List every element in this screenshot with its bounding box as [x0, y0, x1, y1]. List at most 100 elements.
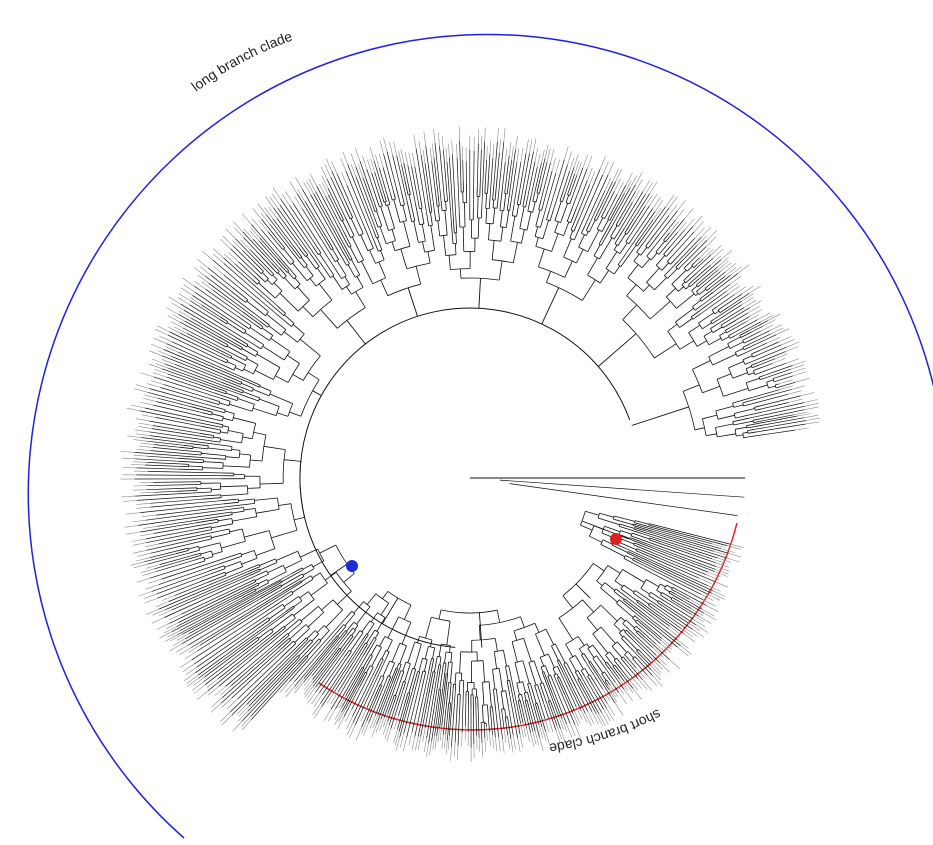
- tree-branch: [434, 656, 438, 672]
- tree-branch: [297, 551, 303, 561]
- tree-tip: [294, 196, 303, 209]
- tree-branch: [360, 633, 368, 644]
- tree-branch: [389, 193, 393, 201]
- tree-branch: [321, 656, 349, 695]
- tree-branch: [516, 683, 520, 695]
- tree-tip: [130, 464, 146, 466]
- tree-branch: [641, 533, 718, 559]
- tree-branch: [380, 672, 399, 720]
- tree-branch: [419, 207, 423, 209]
- tree-tip: [737, 264, 750, 274]
- tree-tip: [587, 711, 595, 724]
- tree-branch: [417, 636, 420, 644]
- tree-branch: [259, 398, 280, 407]
- tree-branch: [712, 326, 723, 333]
- tree-branch: [162, 355, 233, 384]
- tree-tip: [145, 584, 159, 590]
- tree-tip: [136, 506, 151, 509]
- tree-branch: [666, 288, 676, 298]
- tree-branch: [307, 372, 320, 381]
- tree-branch: [682, 600, 704, 614]
- tree-tip: [532, 730, 537, 745]
- tree-branch: [702, 414, 718, 420]
- tree-branch: [259, 558, 276, 566]
- tree-branch: [542, 671, 545, 673]
- tree-branch: [627, 666, 639, 680]
- tree-branch: [733, 404, 744, 408]
- tree-branch: [647, 206, 666, 233]
- tree-branch: [538, 209, 542, 211]
- tree-branch: [147, 552, 189, 565]
- tree-branch: [300, 580, 303, 583]
- tree-branch: [600, 604, 618, 622]
- tree-branch: [635, 237, 641, 245]
- tree-branch: [575, 583, 591, 599]
- tree-tip: [692, 618, 706, 627]
- tree-branch: [562, 595, 574, 609]
- tree-tip: [574, 710, 581, 724]
- tree-branch: [331, 171, 346, 202]
- tree-branch: [655, 240, 666, 253]
- tree-branch: [336, 173, 358, 221]
- tree-tip: [260, 213, 271, 225]
- tree-branch: [446, 682, 450, 705]
- tree-branch: [746, 430, 749, 434]
- tree-branch: [361, 261, 374, 284]
- tree-branch: [633, 253, 640, 262]
- tree-branch: [411, 220, 415, 222]
- tree-branch: [654, 277, 667, 291]
- tree-branch: [604, 671, 611, 681]
- tree-branch: [624, 219, 634, 234]
- tree-branch: [562, 170, 570, 192]
- tree-branch: [553, 674, 556, 679]
- tree-branch: [618, 525, 643, 534]
- tree-branch: [318, 260, 331, 278]
- tree-branch: [499, 479, 745, 498]
- tree-branch: [612, 666, 620, 675]
- tree-branch: [534, 163, 542, 193]
- tree-tip: [573, 154, 579, 168]
- tree-branch: [485, 208, 488, 224]
- tree-branch: [675, 259, 684, 268]
- tree-branch: [221, 416, 224, 422]
- tree-branch: [228, 401, 231, 406]
- tree-branch: [577, 636, 585, 646]
- tree-tip: [139, 401, 154, 406]
- tree-branch: [203, 461, 224, 464]
- tree-branch: [345, 208, 351, 219]
- tree-branch: [699, 291, 710, 300]
- tree-branch: [225, 375, 242, 383]
- tree-tip: [141, 414, 156, 418]
- tree-branch: [623, 558, 636, 565]
- tree-tip: [508, 141, 512, 156]
- tree-branch: [506, 183, 509, 194]
- tree-branch: [632, 208, 654, 238]
- tree-tip: [167, 630, 181, 638]
- tree-branch: [374, 203, 378, 212]
- tree-branch: [564, 260, 573, 278]
- tree-branch: [406, 262, 431, 270]
- tree-branch: [570, 208, 577, 223]
- tree-branch: [356, 667, 365, 680]
- tree-tip: [703, 612, 716, 621]
- tree-branch: [238, 450, 241, 458]
- tree-branch: [280, 258, 297, 277]
- tree-branch: [136, 474, 217, 476]
- tree-tip: [143, 593, 158, 599]
- tree-branch: [520, 616, 525, 628]
- tree-branch: [592, 626, 602, 635]
- tree-branch: [645, 233, 656, 247]
- tree-branch: [241, 433, 244, 443]
- tree-branch: [154, 559, 187, 570]
- tree-branch: [316, 625, 325, 633]
- tree-branch: [351, 286, 364, 295]
- tree-branch: [193, 529, 212, 534]
- tree-branch: [635, 206, 646, 221]
- tree-branch: [207, 267, 233, 288]
- tree-branch: [733, 413, 736, 419]
- tree-branch: [215, 347, 232, 357]
- tree-tip: [136, 503, 151, 505]
- tree-tip: [142, 514, 157, 517]
- tree-tip: [306, 687, 316, 699]
- tree-branch: [221, 540, 246, 549]
